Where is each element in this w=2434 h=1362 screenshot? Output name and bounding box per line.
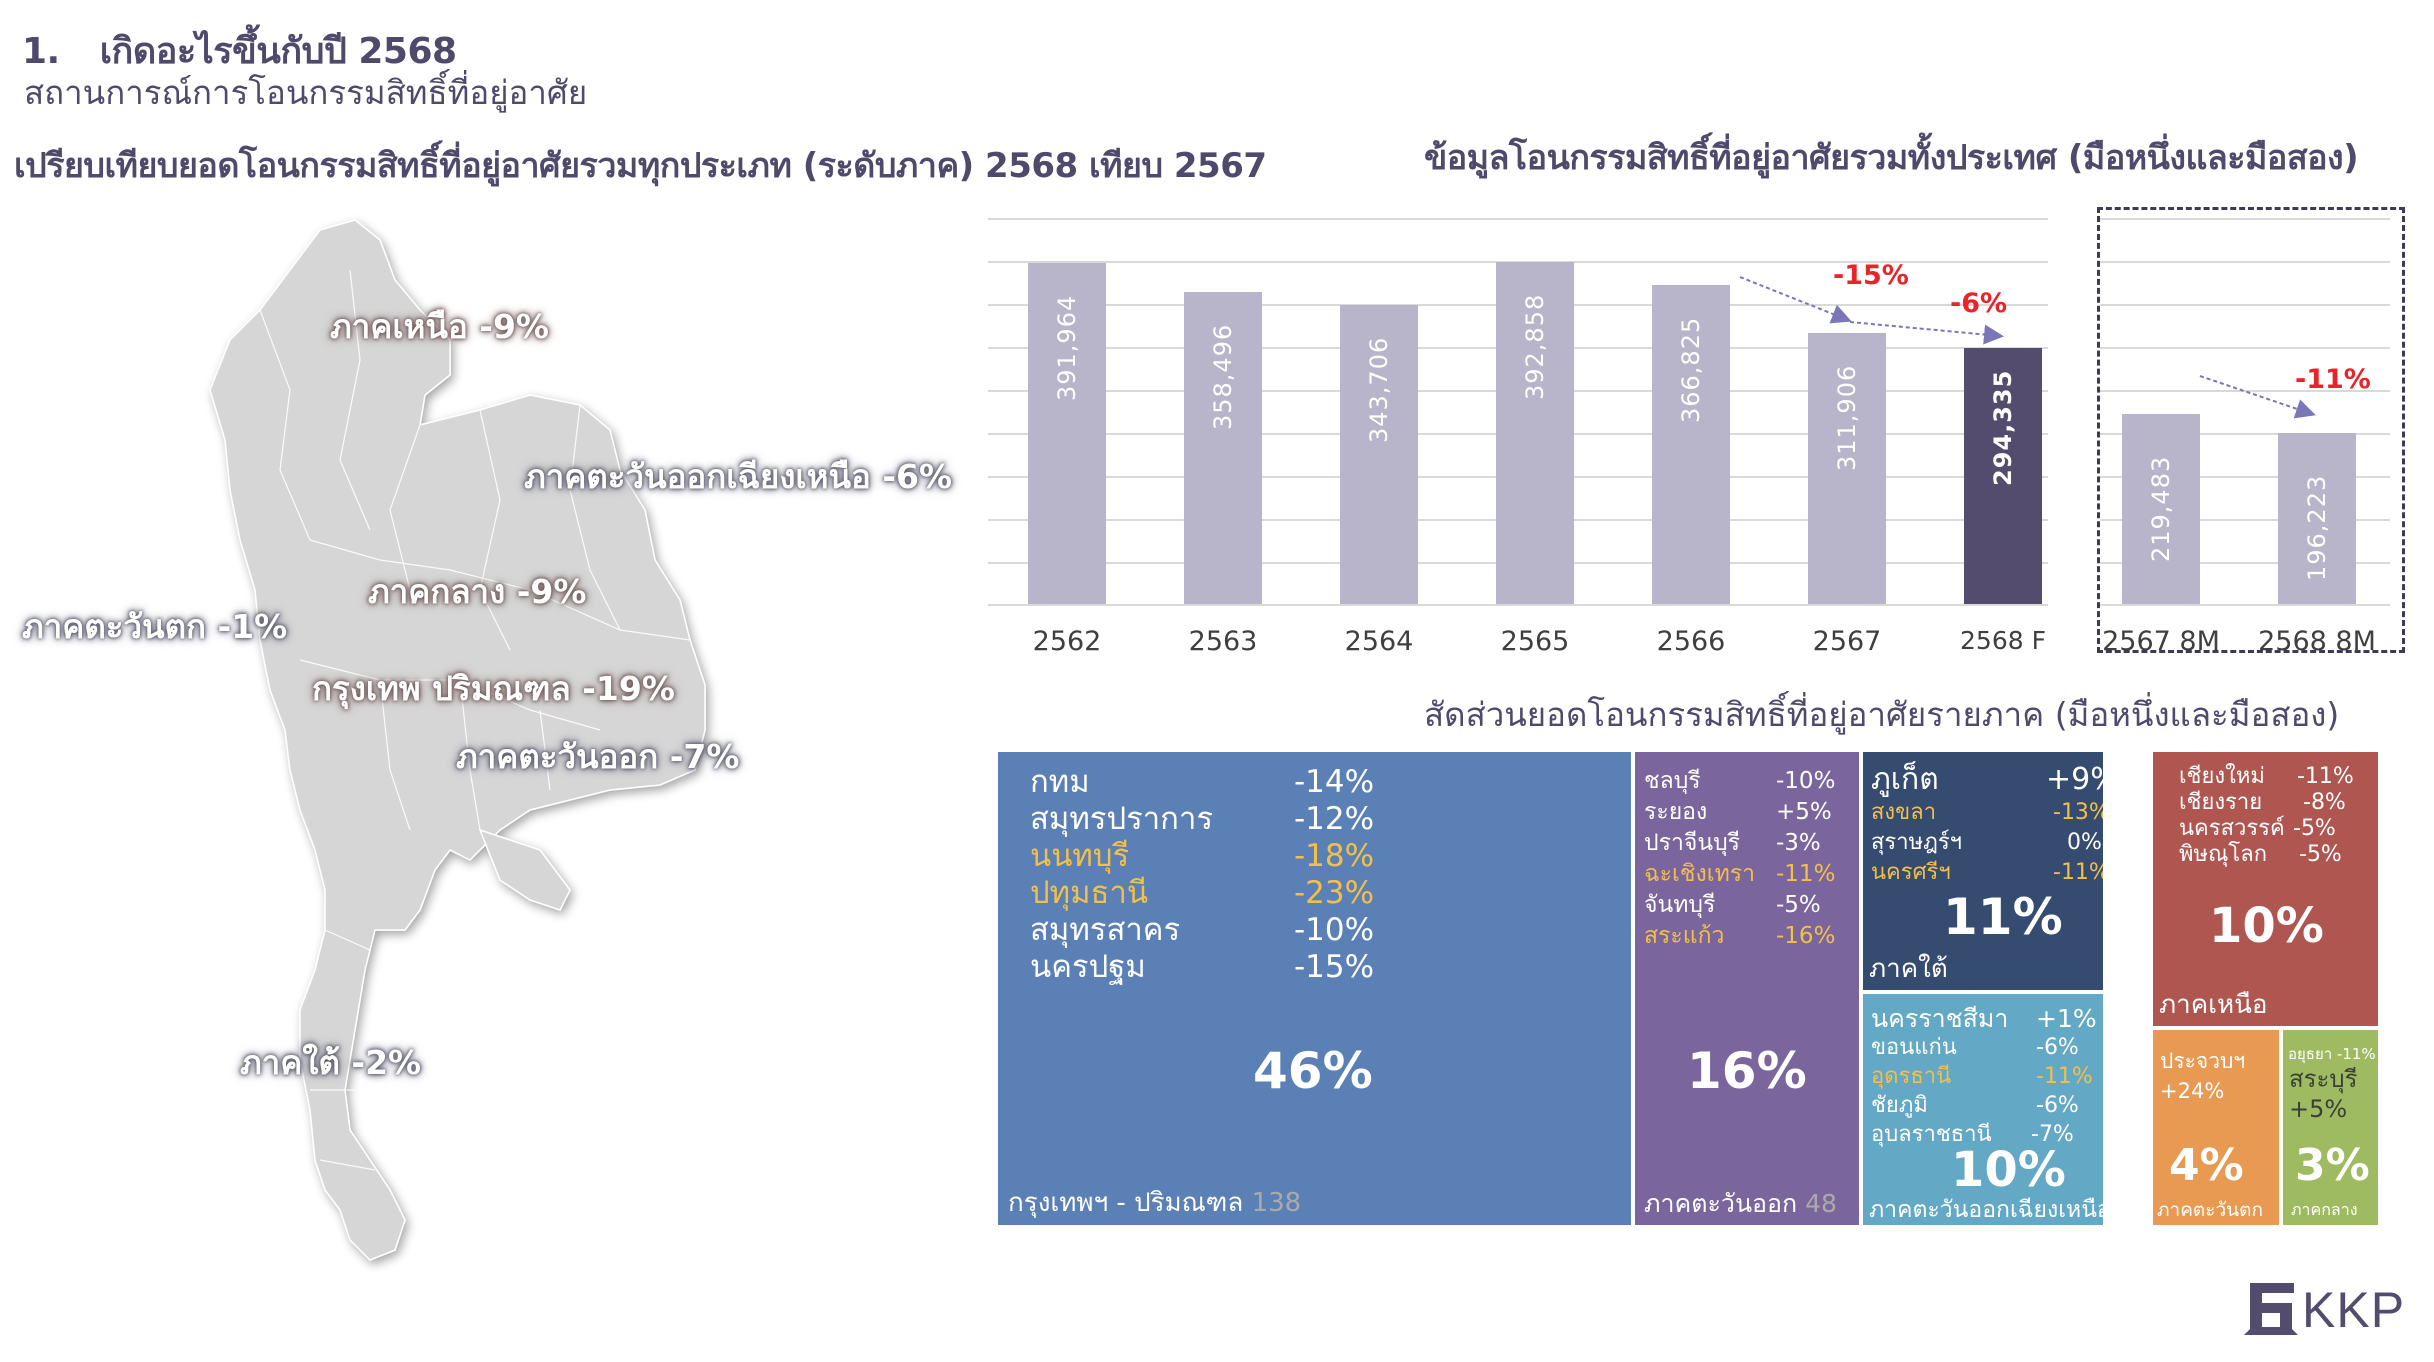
share-value: 3% — [2295, 1140, 2370, 1191]
bar-2567-8m: 219,483 — [2122, 414, 2200, 604]
thailand-map — [209, 219, 706, 1261]
treemap-tile-west: ประจวบฯ +24% 4% ภาคตะวันตก — [2153, 1030, 2279, 1225]
province-row: อุบลราชธานี -7% — [1871, 1122, 2074, 1147]
map-label-central: ภาคกลาง -9% — [368, 572, 587, 611]
x-label: 2566 — [1656, 626, 1726, 657]
province-row: ชัยภูมิ -6% — [1871, 1093, 2079, 1118]
treemap-title: สัดส่วนยอดโอนกรรมสิทธิ์ที่อยู่อาศัยรายภา… — [1424, 695, 2340, 734]
ytd-trend-arrow — [2199, 375, 2316, 419]
trend-arrows — [1739, 276, 2004, 345]
x-label: 2563 — [1188, 626, 1258, 657]
share-value: 10% — [2209, 898, 2324, 954]
section-number: 1. — [22, 31, 60, 72]
region-label: ภาคกลาง — [2291, 1200, 2358, 1219]
province-row: ภูเก็ต+9% — [1871, 762, 2103, 797]
province-row: ปราจีนบุรี -3% — [1644, 830, 1821, 856]
share-value: 10% — [1951, 1142, 2066, 1198]
province-row: สุราษฎร์ฯ 0% — [1871, 830, 2102, 855]
share-value: 46% — [1253, 1042, 1373, 1100]
province-row: นครปฐม -15% — [1030, 949, 1375, 985]
province-row: เชียงใหม่ -11% — [2179, 764, 2354, 789]
province-row: สมุทรสาคร -10% — [1030, 912, 1375, 948]
treemap-tile-south: ภูเก็ต+9% สงขลา-13% สุราษฎร์ฯ0% นครศรีฯ-… — [1863, 752, 2103, 990]
change-label-8m: -11% — [2295, 364, 2371, 395]
annual-transfer-bar-chart: 391,964 358,496 343,706 392,858 366,825 … — [988, 208, 2048, 658]
map-label-east: ภาคตะวันออก -7% — [456, 737, 740, 776]
province-row: นนทบุรี -18% — [1030, 838, 1375, 874]
x-label: 2568 8M — [2258, 626, 2376, 657]
change-label-2568: -6% — [1950, 288, 2008, 319]
region-label: ภาคตะวันออกเฉียงเหนือ — [1869, 1197, 2103, 1223]
province-change: +24% — [2160, 1079, 2225, 1103]
province-row: นครสวรรค์ -5% — [2179, 816, 2336, 841]
kkp-logo-text: KKP — [2302, 1282, 2406, 1338]
province-name: สระบุรี — [2289, 1065, 2358, 1093]
region-label: ภาคใต้ — [1869, 954, 1948, 984]
ytd-comparison-frame — [2097, 207, 2405, 653]
map-label-bangkok: กรุงเทพ ปริมณฑล -19% — [312, 669, 675, 708]
treemap-tile-central: อยุธยา -11% สระบุรี +5% 3% ภาคกลาง — [2283, 1030, 2378, 1225]
treemap-tile-northeast: นครราชสีมา +1% ขอนแก่น -6% อุดรธานี -11% ชั… — [1863, 994, 2103, 1225]
bar-2568-8m: 196,223 — [2278, 433, 2356, 604]
share-value: 16% — [1687, 1042, 1807, 1100]
province-row: พิษณุโลก -5% — [2179, 842, 2342, 867]
province-row: ชลบุรี -10% — [1644, 768, 1836, 794]
map-label-west: ภาคตะวันตก -1% — [22, 607, 288, 646]
map-label-north: ภาคเหนือ -9% — [330, 307, 549, 346]
map-title: เปรียบเทียบยอดโอนกรรมสิทธิ์ที่อยู่อาศัยร… — [14, 146, 1267, 186]
ytd-bar-chart: 219,483 196,223 -11% 2567 8M 2568 8M — [2100, 218, 2400, 657]
bar-2562: 391,964 — [1028, 263, 1106, 604]
section-subtitle: สถานการณ์การโอนกรรมสิทธิ์ที่อยู่อาศัย — [24, 73, 588, 112]
region-label: ภาคเหนือ — [2159, 990, 2268, 1020]
province-row: สระแก้ว -16% — [1644, 923, 1836, 949]
kkp-logo: KKP — [2236, 1275, 2426, 1345]
region-label: ภาคตะวันตก — [2157, 1199, 2263, 1221]
x-label: 2562 — [1032, 626, 1102, 657]
province-row: นครศรีฯ-11% — [1871, 860, 2103, 885]
bar-2568f: 294,335 — [1964, 348, 2042, 604]
province-change: +5% — [2289, 1095, 2348, 1123]
province-row: สงขลา-13% — [1871, 800, 2103, 825]
province-row: เชียงราย -8% — [2179, 790, 2346, 815]
x-label: 2568 F — [1960, 626, 2046, 655]
chart-title: ข้อมูลโอนกรรมสิทธิ์ที่อยู่อาศัยรวมทั้งปร… — [1424, 138, 2359, 178]
treemap-tile-east: ชลบุรี -10% ระยอง +5% ปราจีนบุรี -3% ฉะเชิง… — [1635, 752, 1859, 1225]
section-heading: 1. เกิดอะไรขึ้นกับปี 2568 — [22, 22, 457, 79]
bar-2564: 343,706 — [1340, 305, 1418, 604]
x-label: 2567 8M — [2102, 626, 2220, 657]
x-label: 2567 — [1812, 626, 1882, 657]
province-row: สมุทรปราการ -12% — [1030, 801, 1375, 837]
share-value: 11% — [1943, 888, 2063, 946]
province-row: ปทุมธานี -23% — [1030, 875, 1375, 911]
province-row: ขอนแก่น -6% — [1871, 1035, 2079, 1060]
bar-2566: 366,825 — [1652, 285, 1730, 604]
province-row: ฉะเชิงเทรา -11% — [1644, 861, 1836, 887]
region-label: ภาคตะวันออก 48 — [1644, 1189, 1837, 1218]
map-label-northeast: ภาคตะวันออกเฉียงเหนือ -6% — [524, 457, 953, 496]
province-name: ประจวบฯ — [2160, 1049, 2246, 1073]
province-row: นครราชสีมา +1% — [1871, 1004, 2097, 1033]
bar-2565: 392,858 — [1496, 262, 1574, 604]
treemap-tile-bangkok: กทม -14% สมุทรปราการ -12% นนทบุรี -18% ปทุม… — [998, 752, 1631, 1225]
map-label-south: ภาคใต้ -2% — [240, 1043, 422, 1082]
change-label-2567: -15% — [1833, 260, 1909, 291]
province-row: จันทบุรี -5% — [1644, 892, 1821, 918]
region-label: กรุงเทพฯ - ปริมณฑล 138 — [1008, 1188, 1302, 1218]
kkp-logo-icon — [2244, 1283, 2298, 1335]
province-row: อยุธยา -11% — [2288, 1045, 2376, 1063]
treemap-tile-north: เชียงใหม่ -11% เชียงราย -8% นครสวรรค์ -5% พ… — [2153, 752, 2378, 1026]
province-row: กทม -14% — [1030, 764, 1375, 800]
x-label: 2564 — [1344, 626, 1414, 657]
x-label: 2565 — [1500, 626, 1570, 657]
share-value: 4% — [2169, 1140, 2244, 1191]
bar-2563: 358,496 — [1184, 292, 1262, 604]
bar-2567: 311,906 — [1808, 333, 1886, 604]
province-row: ระยอง +5% — [1644, 799, 1832, 825]
province-row: อุดรธานี -11% — [1871, 1064, 2093, 1089]
section-title: เกิดอะไรขึ้นกับปี 2568 — [99, 31, 457, 72]
